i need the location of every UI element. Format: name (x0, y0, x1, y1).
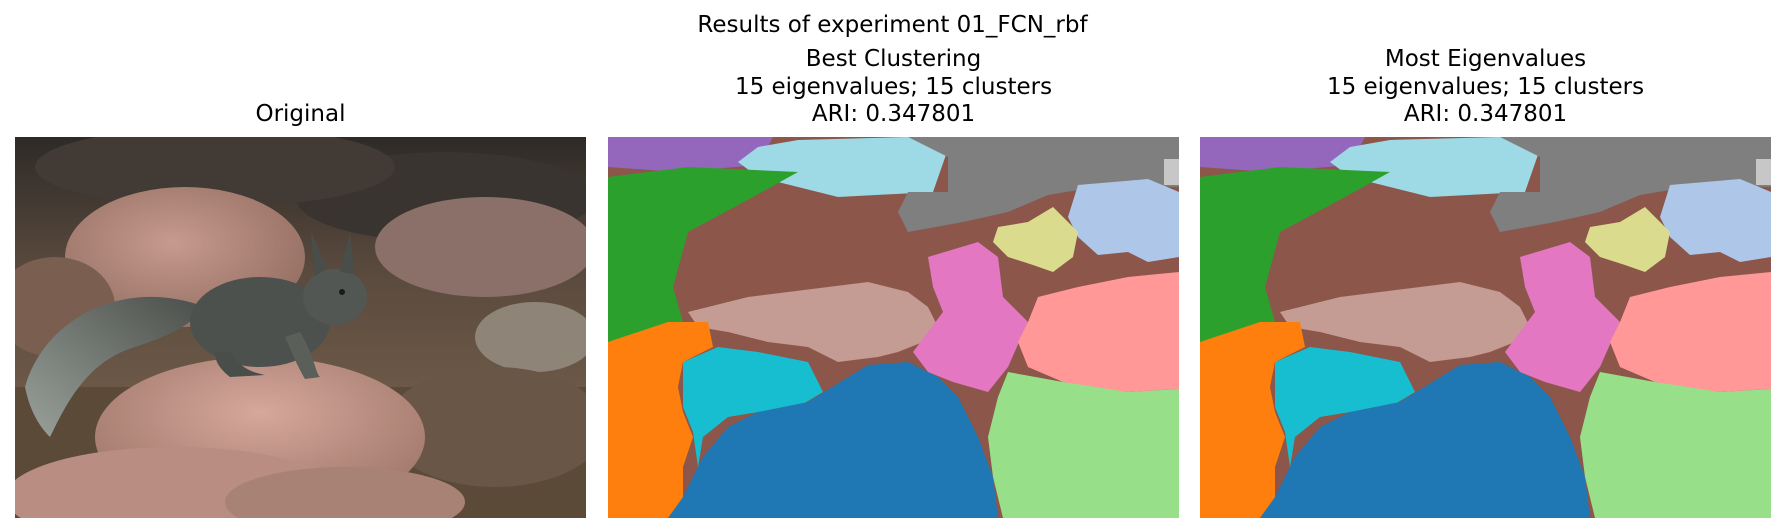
title-line: 15 eigenvalues; 15 clusters (734, 73, 1053, 100)
segments (608, 137, 1179, 518)
figure-suptitle: Results of experiment 01_FCN_rbf (697, 12, 1088, 38)
best-clustering-image (608, 137, 1179, 518)
title-line: 15 eigenvalues; 15 clusters (1326, 73, 1645, 100)
title-line: Most Eigenvalues (1384, 46, 1587, 72)
squirrel-photo (15, 137, 586, 518)
panel-title-best-clustering: Best Clustering 15 eigenvalues; 15 clust… (608, 46, 1179, 129)
segments (1200, 137, 1771, 518)
segmentation-map (608, 137, 1179, 518)
panel-title-original: Original (15, 101, 586, 129)
most-eigenvalues-image (1200, 137, 1771, 518)
title-line: ARI: 0.347801 (811, 101, 976, 127)
title-line: Best Clustering (805, 46, 982, 72)
panel-title-most-eigenvalues: Most Eigenvalues 15 eigenvalues; 15 clus… (1200, 46, 1771, 129)
title-line: Original (255, 101, 346, 127)
segmentation-map (1200, 137, 1771, 518)
original-image (15, 137, 586, 518)
title-line: ARI: 0.347801 (1403, 101, 1568, 127)
